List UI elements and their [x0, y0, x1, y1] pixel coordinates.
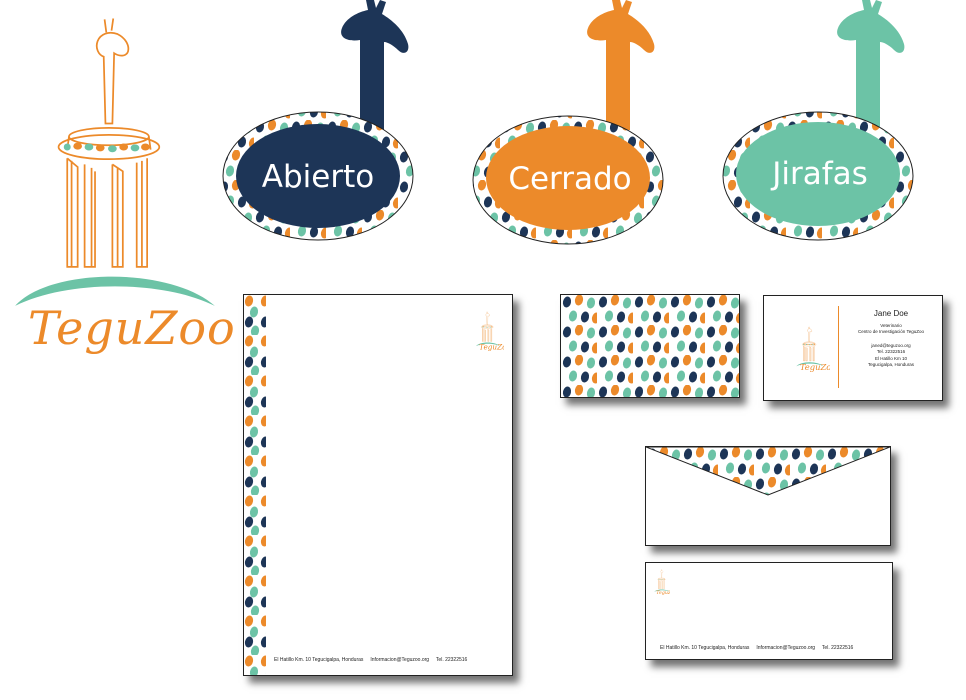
svg-text:TeguZoo: TeguZoo [656, 590, 670, 595]
sign-cerrado: Cerrado [464, 0, 670, 245]
business-card-front: TeguZoo Jane Doe Veterinario Centro de I… [763, 295, 943, 401]
letterhead-spot-strip [244, 295, 266, 675]
envelope-front: TeguZoo El Hatillo Km. 10 Tegucigalpa, H… [645, 562, 893, 660]
card-spot-pattern [561, 295, 739, 397]
card-title: Veterinario [880, 322, 902, 328]
card-name: Jane Doe [873, 309, 909, 318]
logo-wordmark: TeguZoo [28, 301, 236, 355]
giraffe-icon [587, 0, 655, 130]
card-address2: Tegucigalpa, Honduras [867, 362, 915, 368]
sign-label: Jirafas [770, 156, 868, 192]
envelope-back [645, 446, 891, 546]
card-tel: Tel. 22322516 [876, 349, 906, 355]
envelope-footer: El Hatillo Km. 10 Tegucigalpa, Honduras … [660, 645, 854, 651]
logo-tower-icon [0, 15, 230, 345]
sign-label: Abierto [262, 159, 374, 195]
letterhead-logo-icon: TeguZoo [472, 311, 504, 351]
sign-label: Cerrado [508, 161, 631, 197]
envelope-logo-icon: TeguZoo [654, 569, 670, 595]
letterhead-mockup: TeguZoo El Hatillo Km. 10 Tegucigalpa, H… [243, 294, 513, 676]
teguzoo-logo: TeguZoo [0, 15, 235, 400]
card-org: Centro de Investigación TeguZoo [858, 329, 924, 335]
card-logo-icon: TeguZoo [790, 326, 830, 372]
svg-text:TeguZoo: TeguZoo [800, 362, 830, 372]
card-email: janed@teguzoo.org [871, 342, 911, 348]
sign-abierto: Abierto [218, 0, 424, 245]
card-address1: El Hatillo Km 10 [874, 355, 907, 361]
sign-jirafas: Jirafas [714, 0, 920, 245]
giraffe-icon [837, 0, 905, 130]
business-card-back [560, 294, 740, 398]
envelope-flap [645, 446, 891, 496]
card-divider [838, 306, 839, 388]
svg-text:TeguZoo: TeguZoo [479, 342, 504, 351]
giraffe-icon [341, 0, 409, 130]
letterhead-footer: El Hatillo Km. 10 Tegucigalpa, Honduras … [274, 657, 468, 663]
